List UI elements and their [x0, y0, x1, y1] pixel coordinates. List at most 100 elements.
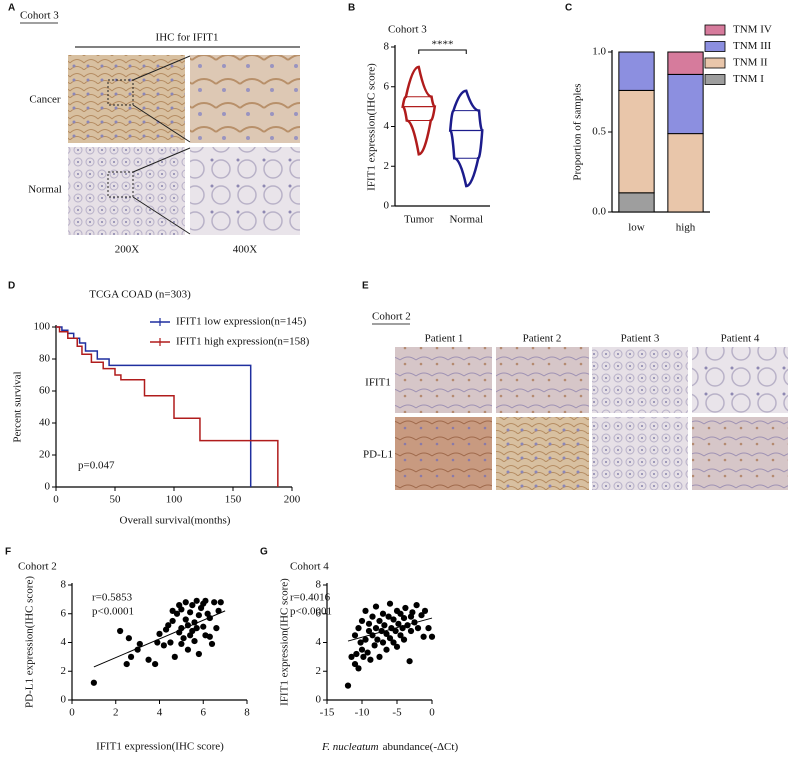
point: [176, 602, 183, 609]
point: [208, 640, 216, 648]
point: [154, 639, 161, 646]
chart-title: Cohort 2: [18, 561, 57, 573]
point: [364, 649, 371, 656]
point: [400, 614, 408, 622]
point: [211, 599, 218, 606]
legend-swatch: [704, 41, 726, 52]
point: [213, 625, 220, 632]
x-tick-label: 4: [157, 707, 163, 719]
annotation: p=0.047: [78, 460, 115, 472]
point: [215, 607, 222, 614]
y-axis-label: PD-L1 expression(IHC score): [24, 576, 36, 708]
column-label: 400X: [233, 244, 258, 256]
x-axis-label: Overall survival(months): [120, 515, 231, 527]
y-tick-label: 4: [384, 120, 390, 132]
point: [145, 656, 152, 663]
point: [357, 639, 364, 646]
point: [411, 619, 418, 626]
x-axis-label-part: abundance(-ΔCt): [383, 741, 459, 753]
point: [344, 682, 352, 689]
y-tick-label: 6: [61, 607, 67, 619]
y-tick-label: 60: [39, 385, 51, 397]
point: [367, 656, 374, 663]
bar-segment: [667, 73, 704, 135]
legend-swatch: [704, 24, 726, 36]
point: [390, 616, 397, 623]
ihc-image: [592, 347, 688, 413]
point: [195, 650, 202, 658]
x-tick-label: 150: [225, 494, 242, 506]
zoom-line: [132, 55, 191, 235]
survival-curve: [56, 326, 252, 487]
y-tick-label: 20: [39, 449, 51, 461]
fit-line: [93, 610, 226, 668]
chart-title: Cohort 4: [290, 561, 329, 573]
bar-segment: [667, 133, 704, 213]
x-tick-label: -5: [392, 707, 402, 719]
panel-label: E: [362, 281, 369, 292]
y-tick-label: 0.0: [592, 206, 606, 218]
y-axis-label: IFIT1 expression(IHC score): [366, 63, 378, 191]
point: [418, 612, 425, 619]
point: [167, 639, 174, 646]
ihc-image: [496, 347, 589, 413]
y-tick-label: 6: [384, 80, 390, 92]
y-tick-label: 6: [316, 607, 322, 619]
panel-label: D: [8, 281, 15, 292]
point: [200, 623, 207, 630]
point: [178, 625, 185, 632]
ihc-image: [692, 347, 788, 413]
x-tick-label: -15: [320, 707, 335, 719]
y-axis-label: Percent survival: [12, 371, 24, 442]
chart-title: TCGA COAD (n=303): [89, 289, 191, 301]
x-tick-label: 0: [53, 494, 59, 506]
bar-segment: [618, 192, 655, 213]
point: [187, 609, 194, 616]
column-label: 200X: [115, 244, 140, 256]
panel-label: G: [260, 547, 268, 558]
y-tick-label: 8: [384, 41, 390, 53]
x-tick-label: Tumor: [404, 214, 434, 226]
x-tick-label: 8: [244, 707, 250, 719]
column-label: Patient 2: [523, 333, 562, 345]
y-tick-label: 80: [39, 353, 51, 365]
point: [169, 607, 176, 614]
x-tick-label: 200: [284, 494, 301, 506]
point: [374, 636, 381, 643]
cohort-label: Cohort 3: [20, 10, 59, 22]
point: [182, 616, 189, 623]
point: [169, 617, 176, 625]
x-tick-label: 50: [110, 494, 122, 506]
point: [376, 617, 383, 625]
ihc-image: [190, 55, 300, 143]
point: [360, 653, 367, 660]
y-tick-label: 0: [61, 694, 67, 706]
point: [127, 653, 135, 660]
y-tick-label: 8: [61, 579, 67, 591]
point: [386, 635, 394, 642]
y-tick-label: 2: [61, 665, 67, 677]
point: [182, 599, 189, 606]
point: [414, 625, 422, 632]
y-tick-label: 0.5: [592, 126, 606, 138]
x-tick-label: 0: [69, 707, 75, 719]
legend-label: TNM I: [733, 73, 764, 85]
point: [406, 658, 413, 665]
point: [378, 627, 385, 635]
row-label: Normal: [28, 184, 62, 196]
point: [365, 620, 373, 627]
violin-body: [401, 65, 437, 156]
point: [390, 639, 397, 646]
legend-swatch: [704, 57, 726, 69]
point: [178, 640, 185, 648]
annotation: p<0.0001: [290, 606, 332, 618]
point: [381, 622, 388, 629]
y-tick-label: 0: [45, 481, 51, 493]
ihc-image: [395, 417, 492, 490]
point: [117, 627, 124, 635]
point: [156, 630, 163, 637]
point: [404, 622, 411, 629]
point: [393, 643, 401, 650]
point: [191, 619, 198, 626]
bar-segment: [667, 51, 704, 75]
